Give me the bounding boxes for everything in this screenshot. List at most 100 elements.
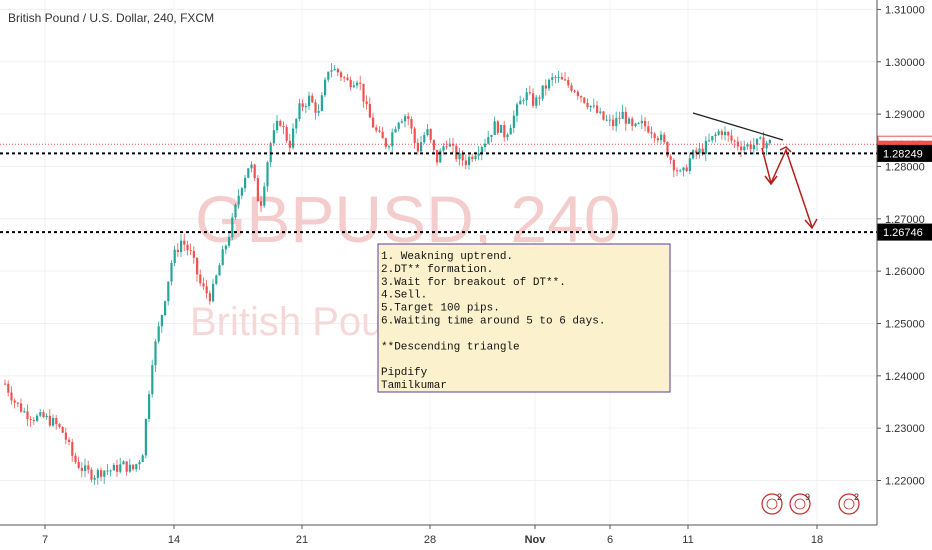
candle-body (714, 134, 717, 137)
candle-body (756, 138, 759, 145)
candle-body (474, 155, 477, 160)
candle-body (199, 274, 202, 284)
event-badge-icon[interactable] (789, 493, 811, 515)
candle-body (349, 80, 352, 88)
candle-body (436, 149, 439, 163)
annotation-line: Tamilkumar (381, 380, 447, 392)
candle-body (10, 392, 13, 401)
candle-body (234, 204, 237, 218)
candle-body (676, 170, 679, 172)
candle-body (295, 118, 298, 129)
candle-body (359, 82, 362, 84)
candle-body (397, 122, 400, 129)
candle-body (311, 95, 314, 103)
candle-body (506, 134, 509, 138)
candle-body (308, 95, 311, 107)
candle-body (256, 178, 259, 202)
candle-body (378, 130, 381, 132)
candle-body (253, 164, 256, 179)
candle-body (96, 470, 99, 478)
candle-body (276, 120, 279, 131)
candle-body (512, 115, 515, 128)
candle-body (375, 127, 378, 131)
x-tick-label: 7 (42, 534, 48, 546)
candle-body (196, 257, 199, 275)
candle-body (183, 240, 186, 245)
candle-body (247, 168, 250, 178)
candle-body (42, 412, 45, 418)
candle-body (698, 148, 701, 154)
candle-body (743, 146, 746, 151)
annotation-box[interactable]: 1. Weakning uptrend.2.DT** formation.3.W… (377, 243, 671, 393)
candle-body (637, 123, 640, 125)
y-tick-label: 1.28000 (885, 161, 925, 173)
candle-body (628, 118, 631, 124)
candle-body (509, 127, 512, 135)
candle-body (324, 79, 327, 96)
candle-body (116, 464, 119, 472)
candle-body (586, 102, 589, 108)
candle-body (23, 411, 26, 413)
candle-body (749, 144, 752, 150)
candle-body (164, 301, 167, 316)
candle-body (685, 167, 688, 172)
candle-body (13, 400, 16, 403)
candle-body (288, 140, 291, 148)
candle-body (535, 97, 538, 106)
candle-body (519, 100, 522, 105)
candle-body (423, 135, 426, 143)
candle-body (224, 245, 227, 250)
candle-body (708, 140, 711, 142)
candle-body (522, 100, 525, 102)
candle-body (695, 150, 698, 154)
annotation-line: **Descending triangle (381, 341, 520, 353)
candle-body (503, 124, 506, 138)
candle-body (631, 118, 634, 126)
candle-body (148, 394, 151, 420)
candle-body (416, 142, 419, 152)
candle-body (538, 97, 541, 99)
candle-body (4, 383, 7, 385)
candle-body (640, 120, 643, 124)
annotation-line: 2.DT** formation. (381, 264, 493, 276)
event-badge-icon[interactable] (838, 493, 860, 515)
candle-body (346, 77, 349, 81)
flag-icon (794, 498, 806, 510)
projection-path[interactable] (761, 147, 813, 228)
candle-body (231, 217, 234, 238)
candle-body (426, 129, 429, 136)
candle-body (599, 111, 602, 113)
candle-body (362, 83, 365, 102)
candle-body (458, 153, 461, 160)
candle-body (90, 469, 93, 480)
candle-body (596, 105, 599, 113)
price-label-box (877, 223, 932, 241)
candle-body (215, 275, 218, 284)
candle-body (730, 135, 733, 141)
candle-body (564, 79, 567, 81)
event-badge-icon[interactable] (761, 493, 783, 515)
candle-body (298, 103, 301, 119)
x-tick-label: 14 (168, 534, 180, 546)
candle-body (701, 148, 704, 154)
event-badges[interactable]: 2 9 2 (761, 492, 860, 515)
candle-body (615, 118, 618, 127)
candle-body (304, 106, 307, 108)
candle-body (320, 95, 323, 111)
candle-body (314, 102, 317, 113)
candle-body (202, 283, 205, 287)
triangle-trendline[interactable] (692, 112, 784, 141)
candle-body (68, 439, 71, 442)
candle-body (340, 72, 343, 78)
candle-body (173, 249, 176, 263)
candle-body (48, 415, 51, 426)
candle-body (388, 146, 391, 148)
price-label-box (877, 144, 932, 162)
candle-body (218, 265, 221, 276)
candle-body (279, 120, 282, 126)
drawings (692, 112, 818, 230)
arrow-head-1 (764, 175, 778, 186)
candle-body (128, 464, 131, 472)
candle-body (653, 133, 656, 139)
